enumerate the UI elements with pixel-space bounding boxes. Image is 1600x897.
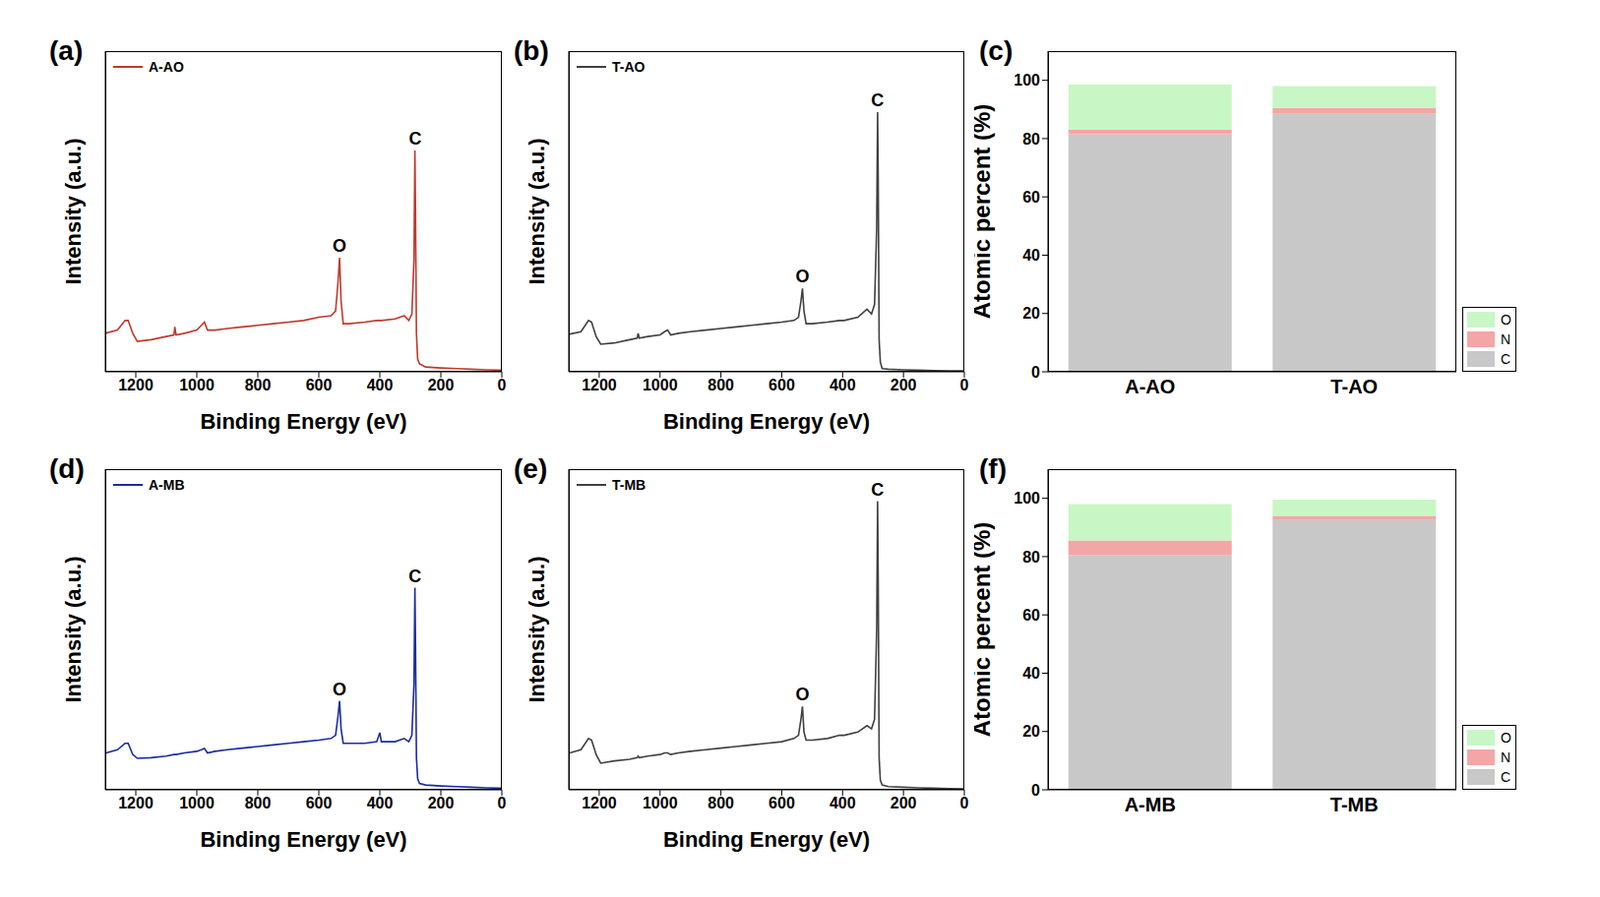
svg-text:0: 0 (1031, 782, 1041, 800)
svg-text:T-AO: T-AO (1330, 375, 1378, 398)
html-text:(b): (b) (513, 35, 549, 66)
svg-text:1000: 1000 (642, 376, 678, 394)
svg-text:0: 0 (1031, 364, 1041, 381)
svg-text:O: O (332, 236, 347, 256)
svg-text:Binding Energy (eV): Binding Energy (eV) (663, 409, 870, 434)
svg-text:600: 600 (768, 795, 796, 812)
svg-text:C: C (870, 480, 884, 500)
svg-text:Binding Energy (eV): Binding Energy (eV) (199, 409, 407, 434)
svg-text:20: 20 (1022, 723, 1041, 740)
html-text:(c): (c) (979, 35, 1013, 66)
html-text:C: C (1500, 351, 1511, 368)
svg-text:40: 40 (1022, 665, 1041, 682)
svg-text:0: 0 (960, 795, 970, 812)
svg-text:20: 20 (1022, 305, 1041, 322)
svg-text:60: 60 (1022, 607, 1041, 624)
svg-text:1200: 1200 (581, 795, 617, 812)
html-text:(e): (e) (513, 453, 548, 485)
html-text:C: C (1500, 769, 1511, 786)
svg-text:200: 200 (890, 376, 918, 394)
svg-text:400: 400 (367, 795, 394, 812)
svg-text:0: 0 (497, 376, 507, 394)
html-text:(f): (f) (979, 453, 1007, 485)
svg-text:O: O (795, 684, 809, 705)
svg-text:1000: 1000 (179, 795, 215, 812)
svg-text:Intensity (a.u.): Intensity (a.u.) (61, 555, 86, 703)
svg-text:800: 800 (245, 376, 272, 394)
html-text:T-MB: T-MB (612, 477, 646, 493)
svg-text:400: 400 (829, 795, 857, 812)
svg-text:1000: 1000 (642, 795, 678, 812)
svg-text:200: 200 (890, 795, 918, 812)
svg-text:1200: 1200 (118, 376, 154, 394)
html-text:O: O (1500, 730, 1512, 746)
svg-text:0: 0 (497, 795, 507, 812)
svg-text:C: C (408, 566, 422, 587)
html-text:N: N (1500, 749, 1511, 766)
svg-text:600: 600 (768, 376, 796, 394)
svg-text:1000: 1000 (179, 376, 215, 394)
svg-text:C: C (870, 90, 884, 111)
svg-text:600: 600 (306, 376, 333, 394)
html-text:(d): (d) (49, 453, 85, 485)
svg-text:100: 100 (1013, 71, 1041, 89)
html-text:O: O (1500, 311, 1512, 328)
svg-text:80: 80 (1022, 130, 1041, 148)
svg-text:400: 400 (829, 376, 857, 394)
svg-text:800: 800 (707, 795, 735, 812)
svg-text:400: 400 (367, 376, 394, 394)
svg-text:100: 100 (1013, 490, 1041, 507)
html-text:(a): (a) (49, 35, 83, 66)
svg-text:Atomic percent (%): Atomic percent (%) (974, 522, 995, 739)
svg-text:0: 0 (960, 376, 970, 394)
html-text:A-AO: A-AO (148, 59, 184, 75)
svg-text:T-MB: T-MB (1330, 794, 1379, 816)
svg-text:800: 800 (707, 376, 735, 394)
svg-text:40: 40 (1022, 246, 1041, 264)
svg-text:1200: 1200 (118, 795, 154, 812)
svg-text:C: C (408, 128, 422, 149)
svg-text:Intensity (a.u.): Intensity (a.u.) (61, 137, 86, 285)
svg-text:Binding Energy (eV): Binding Energy (eV) (663, 827, 870, 853)
svg-text:200: 200 (428, 376, 455, 394)
svg-text:O: O (795, 266, 809, 287)
svg-text:1200: 1200 (581, 376, 617, 394)
svg-text:Atomic percent (%): Atomic percent (%) (974, 104, 995, 320)
svg-text:Binding Energy (eV): Binding Energy (eV) (199, 827, 407, 853)
svg-text:200: 200 (428, 795, 455, 812)
svg-text:800: 800 (245, 795, 272, 812)
html-text:N: N (1500, 331, 1511, 348)
svg-text:60: 60 (1022, 188, 1041, 206)
html-text:T-AO: T-AO (612, 59, 646, 75)
svg-text:A-AO: A-AO (1124, 375, 1175, 398)
svg-text:O: O (332, 679, 347, 700)
html-text:A-MB: A-MB (148, 477, 185, 493)
svg-text:Intensity (a.u.): Intensity (a.u.) (524, 137, 550, 285)
svg-text:80: 80 (1022, 549, 1041, 566)
svg-text:A-MB: A-MB (1124, 794, 1176, 816)
svg-text:Intensity (a.u.): Intensity (a.u.) (524, 555, 550, 703)
svg-text:600: 600 (306, 795, 333, 812)
